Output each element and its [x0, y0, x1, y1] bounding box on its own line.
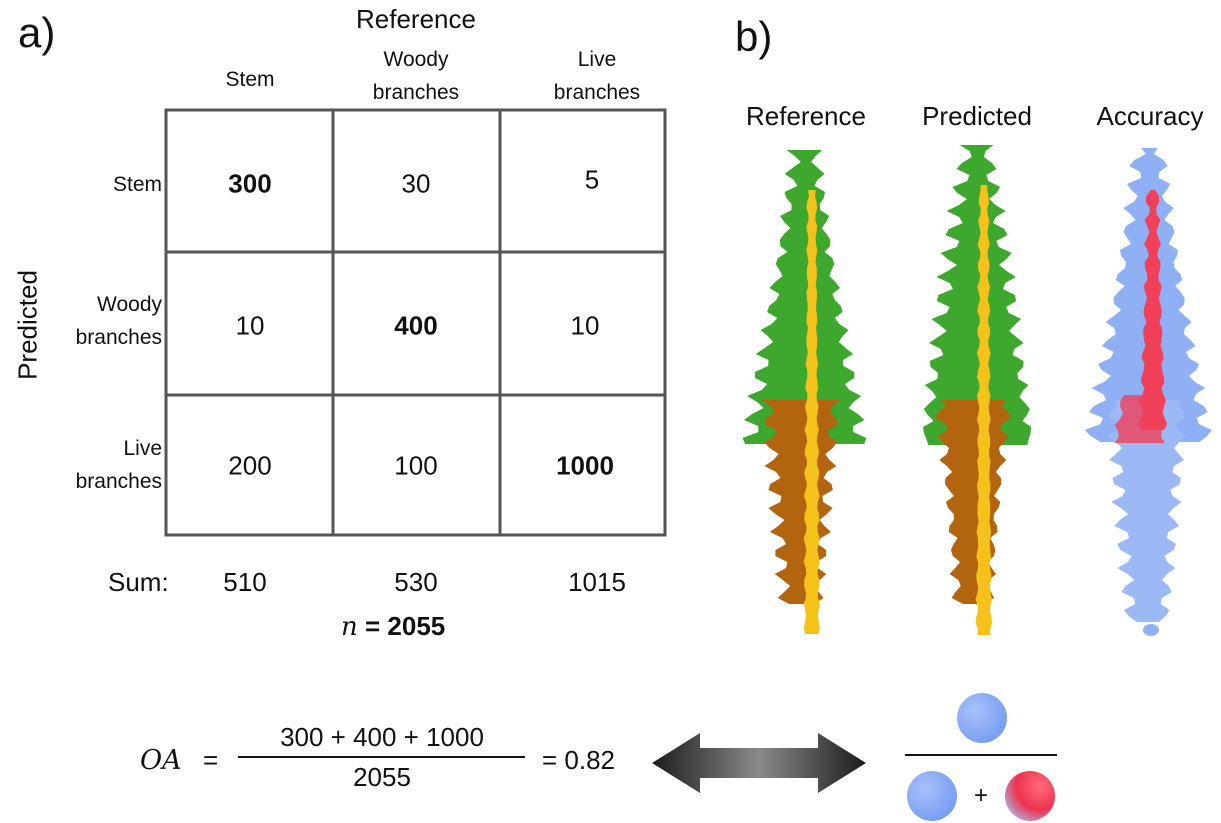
matrix-cell: 10 [570, 310, 600, 341]
lower-branches [935, 400, 1011, 604]
panel-label: b) [735, 13, 773, 60]
formula-result: = 0.82 [542, 745, 616, 775]
panel-label: a) [18, 9, 56, 56]
column-sum: 1015 [568, 567, 626, 597]
tree-title: Accuracy [1096, 101, 1204, 131]
total-count: n = 2055 [341, 611, 445, 643]
matrix-cell: 300 [228, 168, 272, 199]
tree-point-clouds [742, 145, 1212, 636]
row-label: Woody branches [75, 293, 162, 349]
matrix-cell: 1000 [556, 450, 614, 481]
lower-branches [1107, 400, 1186, 622]
stem [803, 190, 820, 634]
matrix-cell: 400 [394, 310, 438, 341]
sum-label: Sum: [108, 567, 169, 597]
matrix-cell: 10 [235, 310, 265, 341]
column-label: Stem [225, 68, 275, 91]
column-label: Woody branches [372, 48, 460, 104]
tree-title: Predicted [922, 101, 1032, 131]
incorrect-point-icon [1005, 771, 1055, 821]
crown [923, 145, 1032, 445]
correct-point-icon [907, 771, 957, 821]
stem [975, 185, 992, 635]
crown [742, 150, 867, 444]
matrix-cell: 200 [228, 450, 272, 481]
grid-border [164, 108, 667, 537]
matrix-cell: 30 [401, 168, 431, 199]
column-label: Live branches [553, 48, 641, 104]
column-sum: 510 [223, 567, 267, 597]
formula-lhs: OA [140, 745, 182, 776]
tree-title: Reference [746, 101, 866, 131]
double-arrow [652, 733, 866, 793]
n-symbol: n [341, 612, 358, 642]
matrix-cell: 5 [584, 164, 600, 195]
formula-denominator: 2055 [353, 762, 411, 792]
n-value: 2055 [387, 611, 446, 641]
correct-point-icon [957, 693, 1007, 743]
lower-branches [761, 400, 841, 604]
plus-sign: + [973, 782, 989, 809]
axis-title: Reference [356, 4, 476, 34]
matrix-cell: 100 [394, 450, 438, 481]
equals: = [364, 611, 381, 641]
matrix-grid [164, 108, 667, 537]
column-sum: 530 [394, 567, 438, 597]
row-label: Live branches [75, 437, 162, 493]
row-label: Stem [112, 173, 162, 196]
stem-base [1143, 624, 1159, 636]
formula-equals: = [203, 745, 219, 775]
misclassified-points [1137, 190, 1168, 430]
axis-title: Predicted [12, 270, 43, 380]
misclassified-points [1114, 395, 1165, 443]
formula-numerator: 300 + 400 + 1000 [280, 722, 484, 752]
